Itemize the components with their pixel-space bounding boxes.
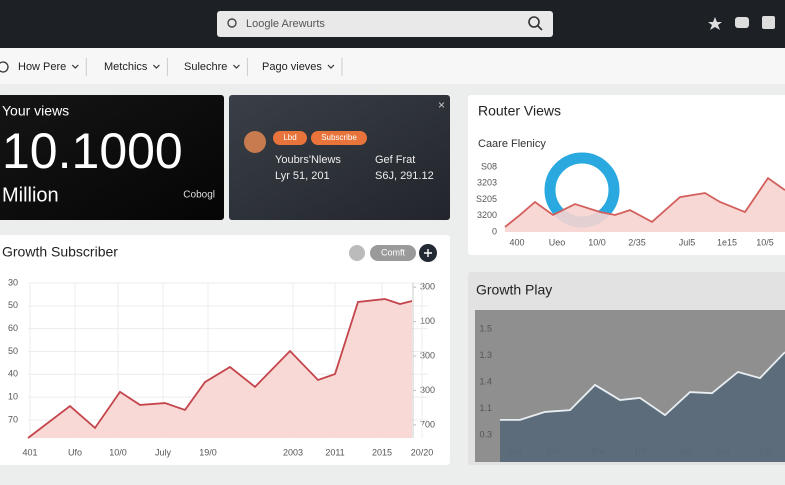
views-title: Your views [2,103,69,119]
x-tick-label: July [155,447,172,457]
y2-tick-label: 300 [420,385,435,395]
nav-chevron [232,64,240,69]
search-icon [227,18,237,28]
play-icon[interactable] [735,17,749,28]
x-tick-label: 401 [22,447,37,457]
profile-text: S6J, 291.12 [375,170,434,182]
y-tick-label: 1.4 [479,376,492,386]
icon-button[interactable] [349,245,365,261]
y-tick-label: S205 [476,194,497,204]
views-card [0,95,224,220]
y-tick-label: 30 [8,277,18,287]
chart-subtitle: Caare Flenicy [478,138,546,150]
x-tick-label: 2015 [372,447,392,457]
search-button[interactable] [528,16,540,28]
y-tick-label: 40 [8,369,18,379]
badge-text: Lbd [283,133,296,142]
views-unit: Million [2,184,59,206]
y-tick-label: S08 [481,161,497,171]
nav-icon [0,61,9,73]
y2-tick-label: 700 [420,419,435,429]
profile-text: Youbrs'Nlews [275,154,341,166]
x-tick-label: Ueo [549,237,566,247]
search-text: Loogle Arewurts [246,18,325,30]
views-note: Cobogl [183,190,215,201]
pill-button[interactable] [370,245,416,261]
search-box[interactable] [217,11,553,37]
nav-item[interactable]: Sulechre [184,61,227,73]
x-tick-label: Ufo [68,447,82,457]
chart-title: Growth Subscriber [2,244,118,260]
y-tick-label: 1.1 [479,403,492,413]
x-tick-label: 1e15 [717,237,737,247]
y-tick-label: 70 [8,414,18,424]
profile-text: Gef Frat [375,154,415,166]
y-tick-label: 3203 [477,178,497,188]
y-tick-label: 3200 [477,210,497,220]
line [500,351,785,421]
y-tick-label: 1.3 [479,350,492,360]
area [28,298,412,438]
y-tick-label: 50 [8,346,18,356]
x-tick-label: 2/35 [628,237,646,247]
x-tick-label: 10/0 [588,237,606,247]
star-icon[interactable] [708,17,722,30]
area [500,352,785,462]
y-tick-label: 1.5 [479,323,492,333]
nav-item[interactable]: Metchics [104,61,148,73]
pill-button-text: Comft [381,247,406,257]
chart-title: Router Views [478,103,561,119]
badge [311,131,367,145]
nav-chevron [327,64,335,69]
x-tick-label: Jul5 [679,237,696,247]
nav-item[interactable]: Pago vieves [262,61,322,73]
close-icon[interactable]: × [438,98,445,112]
y2-tick-label: 300 [420,282,435,292]
profile-card [229,95,450,220]
y-tick-label: 10 [8,392,18,402]
nav-bar [0,48,785,84]
area [505,178,785,232]
nav-chevron [152,64,160,69]
x-tick-label: 2011 [325,447,344,457]
y-tick-label: 50 [8,300,18,310]
avatar [244,131,266,153]
add-icon [424,249,432,257]
y-tick-label: 0.3 [479,429,492,439]
line [27,298,413,439]
x-tick-label: 20/20 [411,447,434,457]
badge [273,131,307,145]
profile-text: Lyr 51, 201 [275,170,330,182]
app-icon[interactable] [762,16,775,29]
badge-text: Subscribe [321,133,357,142]
y2-tick-label: 300 [420,350,435,360]
chart-title: Growth Play [476,282,552,298]
y2-tick-label: 100 [420,316,435,326]
x-tick-label: 2003 [283,447,303,457]
nav-item[interactable]: How Pere [18,61,66,73]
x-tick-label: 400 [509,237,524,247]
nav-items: How Pere Metchics Sulechre Pago vieves [18,58,343,76]
x-tick-label: 19/0 [199,447,217,457]
views-value: 10.1000 [2,123,183,179]
line [504,176,785,228]
x-tick-label: 10/5 [756,237,774,247]
search-button-handle [537,25,543,31]
x-tick-label: 10/0 [109,447,127,457]
nav-chevron [71,64,79,69]
y-tick-label: 60 [8,323,18,333]
y-tick-label: 0 [492,226,497,236]
